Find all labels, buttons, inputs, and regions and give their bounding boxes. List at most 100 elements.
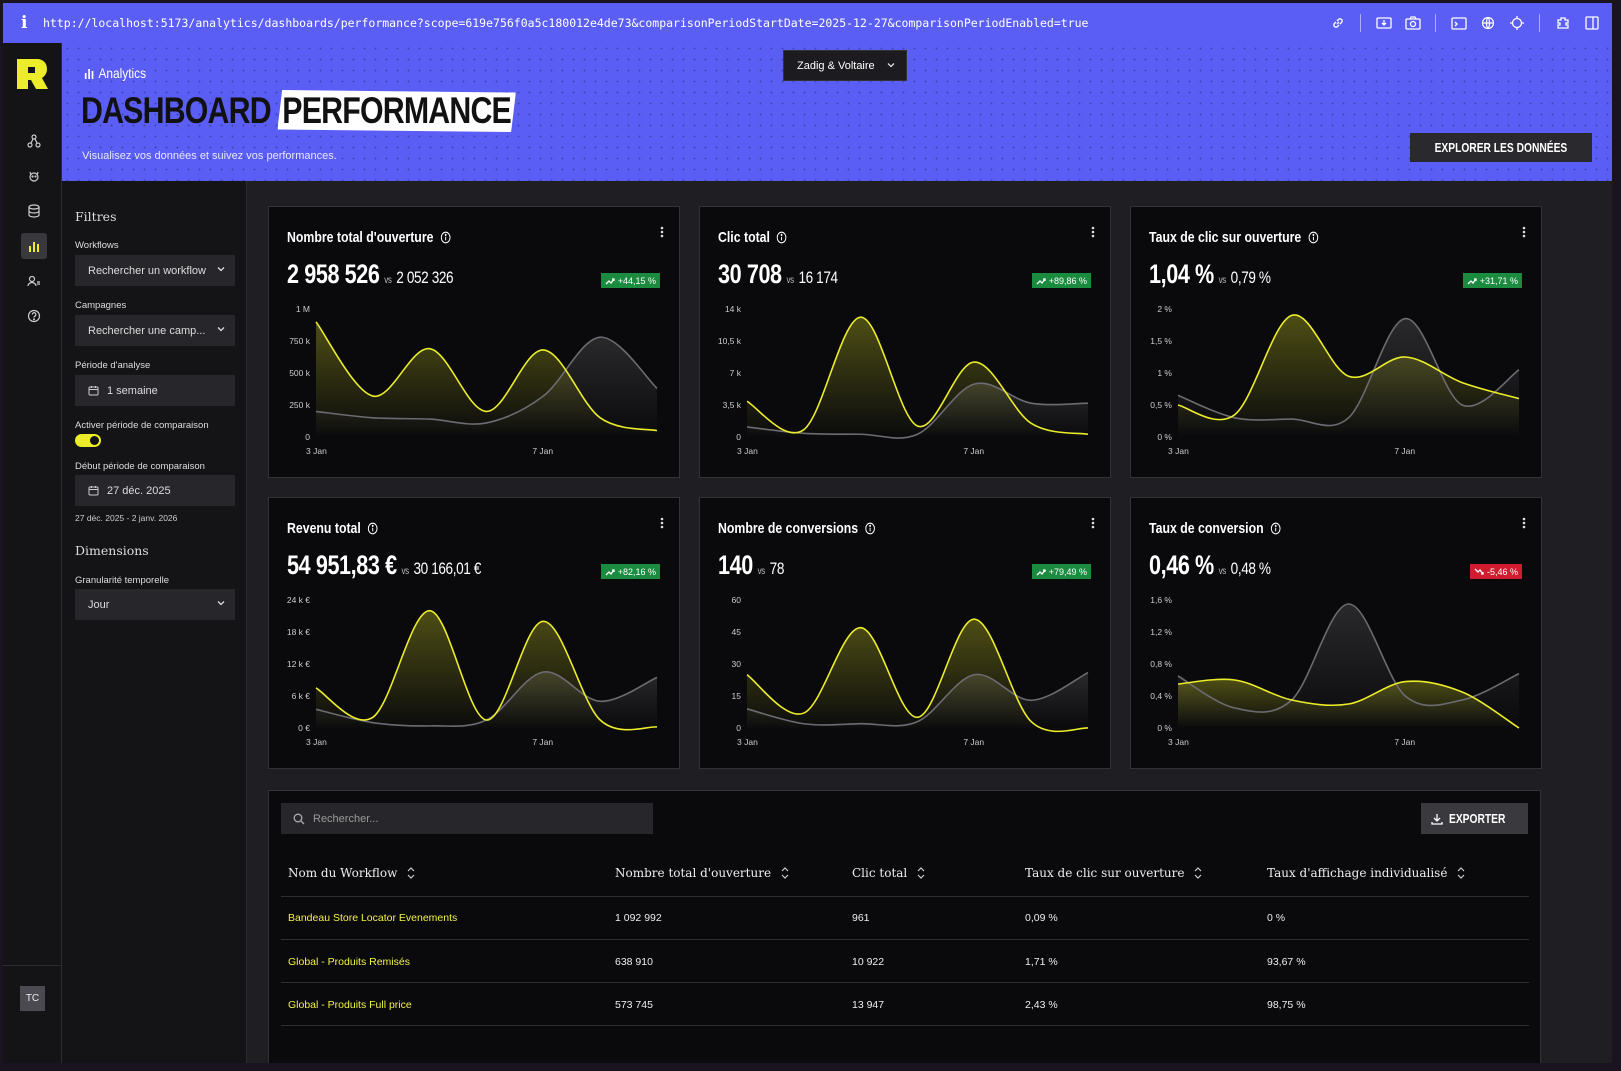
comparison-series-line xyxy=(746,382,1089,439)
y-tick-label: 0 € xyxy=(298,723,310,733)
kpi-change-badge: +89,86 % xyxy=(1031,273,1091,288)
explore-data-button[interactable]: EXPLORER LES DONNÉES xyxy=(1410,133,1592,162)
nav-users-icon[interactable] xyxy=(21,268,47,294)
nav-help-icon[interactable] xyxy=(21,303,47,329)
y-tick-label: 750 k xyxy=(289,336,311,346)
granularity-select[interactable]: Jour xyxy=(75,589,235,620)
download-icon xyxy=(1431,813,1443,825)
url-text[interactable]: http://localhost:5173/analytics/dashboar… xyxy=(43,16,1089,30)
sidebar-toggle-icon[interactable] xyxy=(1582,13,1602,33)
link-icon[interactable] xyxy=(1328,13,1348,33)
crosshair-icon[interactable] xyxy=(1507,13,1527,33)
period-label: Période d'analyse xyxy=(75,360,151,371)
more-options-icon[interactable] xyxy=(660,517,664,529)
export-button[interactable]: EXPORTER xyxy=(1421,803,1528,834)
explore-data-label: EXPLORER LES DONNÉES xyxy=(1434,140,1568,155)
column-header[interactable]: Taux d'affichage individualisé xyxy=(1267,866,1465,880)
kpi-change-badge: +31,71 % xyxy=(1462,273,1522,288)
info-icon[interactable] xyxy=(367,522,378,535)
globe-icon[interactable] xyxy=(1478,13,1498,33)
sort-icon[interactable] xyxy=(1194,867,1202,879)
app-logo[interactable] xyxy=(13,55,51,93)
kpi-chart: 0 250 k 500 k 750 k 1 M 3 Jan 7 Jan xyxy=(289,304,658,456)
kpi-vs: vs xyxy=(401,566,410,577)
info-icon[interactable] xyxy=(440,231,451,244)
workflow-search-select[interactable]: Rechercher un workflow xyxy=(75,255,235,286)
kpi-comparison: 78 xyxy=(769,559,785,578)
comparison-toggle[interactable] xyxy=(75,434,101,447)
extension-icon[interactable] xyxy=(1553,13,1573,33)
sort-icon[interactable] xyxy=(407,867,415,879)
info-icon[interactable] xyxy=(1308,231,1319,244)
column-header[interactable]: Nom du Workflow xyxy=(288,866,415,880)
info-icon[interactable] xyxy=(776,231,788,244)
y-tick-label: 1,2 % xyxy=(1150,627,1172,637)
period-select[interactable]: 1 semaine xyxy=(75,375,235,406)
info-icon[interactable] xyxy=(1270,522,1281,535)
y-tick-label: 14 k xyxy=(725,304,742,314)
column-header[interactable]: Taux de clic sur ouverture xyxy=(1025,866,1202,880)
nav-workflows-icon[interactable] xyxy=(21,128,47,154)
kpi-change: +31,71 % xyxy=(1479,275,1518,286)
filters-title: Filtres xyxy=(75,209,117,224)
info-icon[interactable] xyxy=(865,522,876,535)
y-tick-label: 2 % xyxy=(1157,304,1172,314)
kpi-chart: 0 % 0,4 % 0,8 % 1,2 % 1,6 % 3 Jan 7 Jan xyxy=(1150,595,1520,747)
breadcrumb[interactable]: Analytics xyxy=(84,65,146,81)
chevron-down-icon xyxy=(887,63,895,68)
more-options-icon[interactable] xyxy=(1522,517,1526,529)
brand-selector[interactable]: Zadig & Voltaire xyxy=(783,50,907,81)
nav-analytics-icon[interactable] xyxy=(21,233,47,259)
row-divider xyxy=(281,982,1529,983)
period-value: 1 semaine xyxy=(107,384,158,397)
more-options-icon[interactable] xyxy=(660,226,664,238)
comparison-range: 27 déc. 2025 - 2 janv. 2026 xyxy=(75,513,178,523)
nav-dog-icon[interactable] xyxy=(21,163,47,189)
current-series-line xyxy=(315,609,658,731)
y-tick-label: 18 k € xyxy=(287,627,310,637)
terminal-icon[interactable] xyxy=(1449,13,1469,33)
search-icon xyxy=(293,813,305,824)
info-icon[interactable]: i xyxy=(21,13,28,33)
workflow-name-link[interactable]: Bandeau Store Locator Evenements xyxy=(288,912,458,924)
y-tick-label: 6 k € xyxy=(292,691,311,701)
kpi-title-text: Clic total xyxy=(718,229,770,246)
workflows-label: Workflows xyxy=(75,240,119,251)
workflow-name-link[interactable]: Global - Produits Full price xyxy=(288,999,412,1011)
more-options-icon[interactable] xyxy=(1091,517,1095,529)
nav-database-icon[interactable] xyxy=(21,198,47,224)
avatar[interactable]: TC xyxy=(20,986,45,1011)
x-tick-label: 3 Jan xyxy=(1168,737,1189,747)
row-divider xyxy=(281,939,1529,940)
kpi-value-row: 0,46 % vs 0,48 % xyxy=(1149,550,1271,581)
x-tick-label: 7 Jan xyxy=(532,737,553,747)
sort-icon[interactable] xyxy=(917,867,925,879)
column-header[interactable]: Clic total xyxy=(852,866,925,880)
chart-icon xyxy=(84,69,94,79)
y-tick-label: 0 xyxy=(305,432,310,442)
column-header[interactable]: Nombre total d'ouverture xyxy=(615,866,789,880)
camera-icon[interactable] xyxy=(1403,13,1423,33)
table-search-input[interactable]: Rechercher... xyxy=(281,803,653,834)
page-title: DASHBOARD PERFORMANCE xyxy=(81,90,516,132)
comparison-start-date[interactable]: 27 déc. 2025 xyxy=(75,475,235,506)
comparison-series-line xyxy=(1177,317,1520,427)
sort-icon[interactable] xyxy=(1457,867,1465,879)
kpi-value: 1,04 % xyxy=(1149,259,1214,289)
kpi-vs: vs xyxy=(757,566,766,577)
chevron-down-icon xyxy=(217,267,225,272)
x-tick-label: 3 Jan xyxy=(306,446,327,456)
sort-icon[interactable] xyxy=(781,867,789,879)
kpi-chart: 0 15 30 45 60 3 Jan 7 Jan xyxy=(732,595,1089,747)
kpi-chart: 0 3,5 k 7 k 10,5 k 14 k 3 Jan 7 Jan xyxy=(718,304,1089,456)
y-tick-label: 15 xyxy=(732,691,742,701)
y-tick-label: 60 xyxy=(732,595,742,605)
table-cell: 573 745 xyxy=(615,999,653,1011)
download-icon[interactable] xyxy=(1374,13,1394,33)
trend-down-icon xyxy=(1474,568,1484,575)
kpi-value-row: 2 958 526 vs 2 052 326 xyxy=(287,259,454,290)
workflow-name-link[interactable]: Global - Produits Remisés xyxy=(288,955,410,968)
campaign-search-select[interactable]: Rechercher une camp... xyxy=(75,315,235,346)
more-options-icon[interactable] xyxy=(1091,226,1095,238)
more-options-icon[interactable] xyxy=(1522,226,1526,238)
